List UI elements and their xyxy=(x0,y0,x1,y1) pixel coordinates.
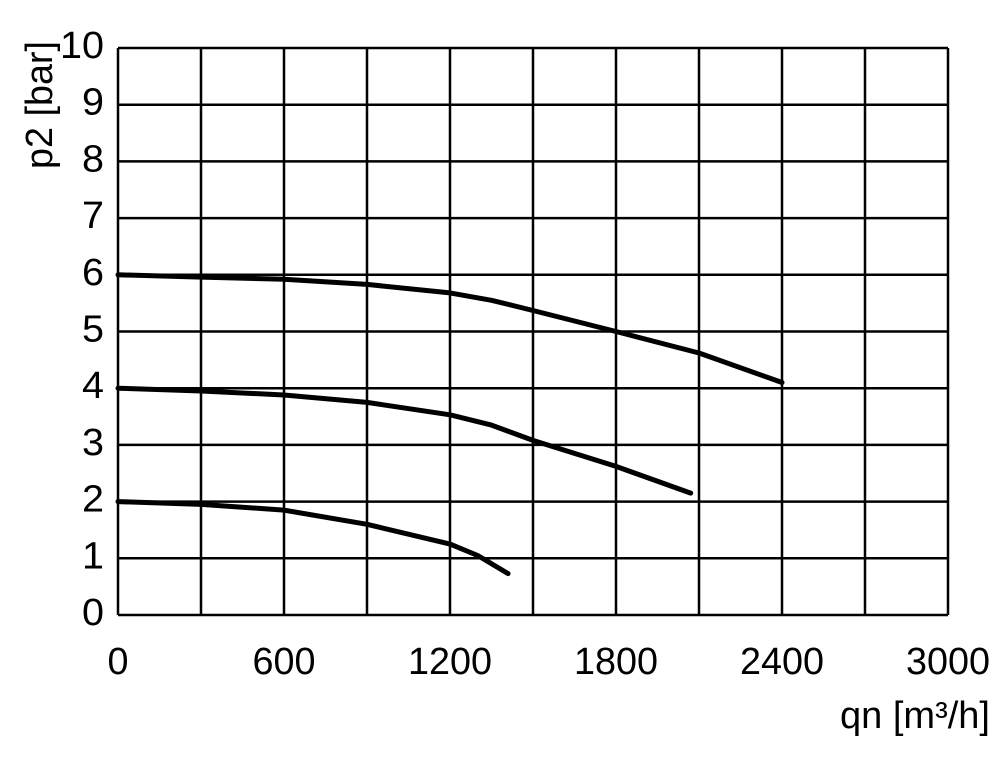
y-tick-label: 10 xyxy=(60,25,104,67)
y-tick-label: 7 xyxy=(82,195,104,237)
x-tick-label: 3000 xyxy=(906,641,990,683)
x-axis-label: qn [m³/h] xyxy=(840,695,990,737)
x-tick-label: 0 xyxy=(108,641,129,683)
y-tick-label: 8 xyxy=(82,138,104,180)
y-tick-label: 2 xyxy=(82,479,104,521)
x-tick-label: 1200 xyxy=(408,641,492,683)
curve xyxy=(115,272,785,385)
x-tick-label: 2400 xyxy=(740,641,824,683)
y-tick-label: 9 xyxy=(82,82,104,124)
y-tick-label: 0 xyxy=(82,592,104,634)
y-tick-label: 4 xyxy=(82,365,104,407)
curve xyxy=(115,385,694,496)
curve xyxy=(115,499,511,577)
y-tick-label: 3 xyxy=(82,422,104,464)
x-tick-label: 1800 xyxy=(574,641,658,683)
y-tick-label: 1 xyxy=(82,535,104,577)
y-axis-label: p2 [bar] xyxy=(19,41,61,169)
y-tick-label: 5 xyxy=(82,309,104,351)
y-tick-label: 6 xyxy=(82,252,104,294)
x-tick-label: 600 xyxy=(253,641,316,683)
